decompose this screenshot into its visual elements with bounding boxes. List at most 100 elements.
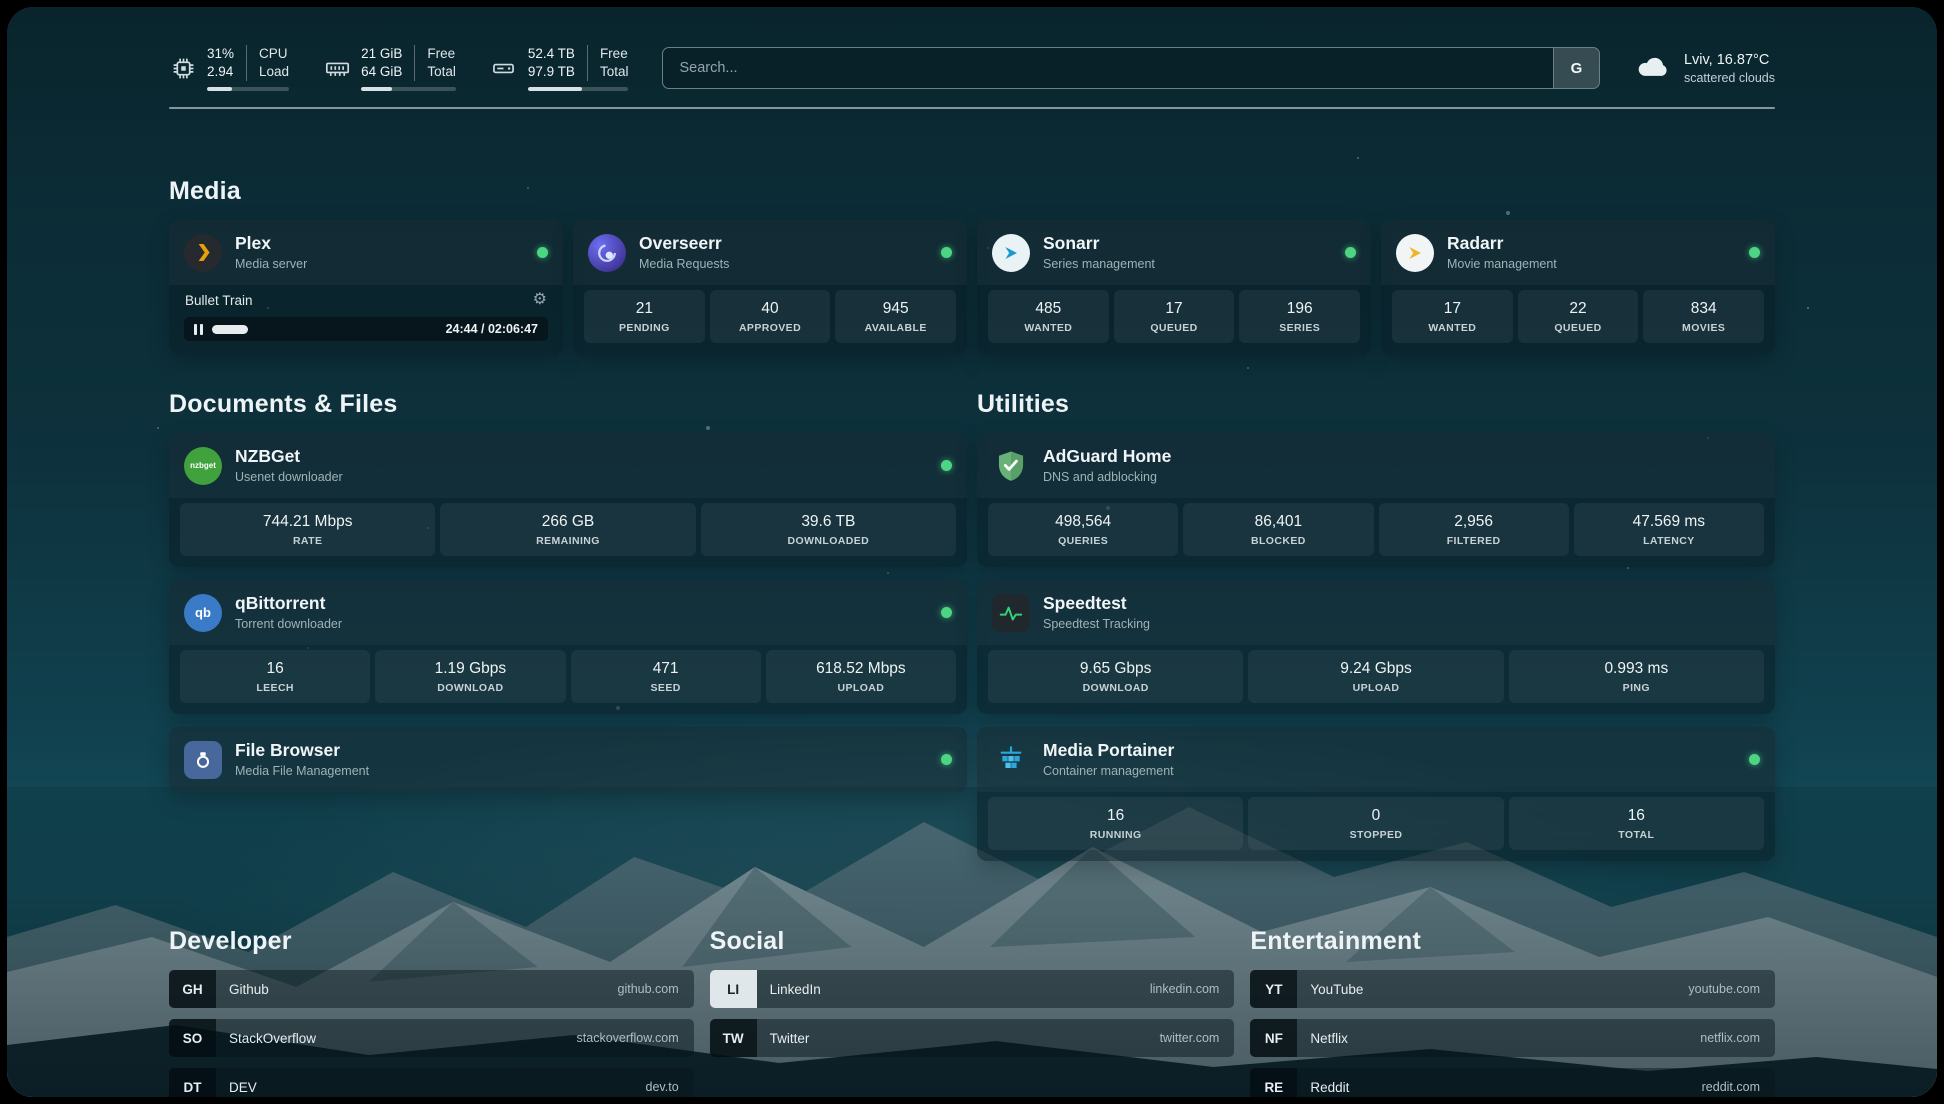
memory-free: 21 GiB [361,46,403,61]
stat-label: PENDING [619,322,670,335]
bookmark-stackoverflow[interactable]: SO StackOverflow stackoverflow.com [169,1019,694,1058]
disk-free: 52.4 TB [527,46,575,61]
weather-widget: Lviv, 16.87°C scattered clouds [1634,51,1775,86]
speedtest-icon [992,593,1030,632]
search-provider-button[interactable]: G [1552,48,1599,89]
cloud-icon [1634,52,1672,85]
stat-value: 86,401 [1254,513,1303,531]
stat-latency: 47.569 ms LATENCY [1573,503,1764,557]
playback-bar[interactable]: 24:44 / 02:06:47 [184,317,548,342]
bookmark-abbr: LI [709,970,757,1009]
nzbget-header: nzbget NZBGet Usenet downloader [169,433,967,498]
gear-icon[interactable]: ⚙ [532,291,547,309]
service-name: Media Portainer [1043,740,1175,761]
stat-upload: 618.52 Mbps UPLOAD [765,650,956,704]
service-subtitle: Container management [1043,764,1174,779]
stat-value: 0 [1371,807,1381,825]
stat-label: FILTERED [1446,535,1501,548]
service-name: qBittorrent [235,593,326,614]
search-input[interactable] [663,60,1553,77]
bookmark-abbr: TW [709,1019,757,1058]
service-card-speedtest[interactable]: Speedtest Speedtest Tracking 9.65 Gbps D… [977,580,1775,715]
sonarr-icon [992,233,1030,272]
bookmark-name: Twitter [769,1030,810,1046]
memory-label-bottom: Total [427,64,456,80]
service-card-adguard[interactable]: AdGuard Home DNS and adblocking 498,564 … [977,433,1775,568]
stat-queued: 17 QUEUED [1113,290,1235,344]
status-dot [1749,754,1760,766]
service-card-overseerr[interactable]: Overseerr Media Requests 21 PENDING 40 A… [573,220,967,355]
stat-downloaded: 39.6 TB DOWNLOADED [700,503,956,557]
now-playing-title: Bullet Train [185,292,253,308]
cpu-widget: 31% 2.94 CPU Load [169,45,290,92]
overseerr-header: Overseerr Media Requests [573,220,967,285]
service-card-sonarr[interactable]: Sonarr Series management 485 WANTED 17 Q… [977,220,1371,355]
service-card-plex[interactable]: Plex Media server Bullet Train ⚙ [169,220,563,355]
bookmark-youtube[interactable]: YT YouTube youtube.com [1250,970,1775,1009]
disk-widget: 52.4 TB 97.9 TB Free Total [490,45,629,92]
service-card-filebrowser[interactable]: File Browser Media File Management [169,727,967,793]
stat-running: 16 RUNNING [988,797,1244,851]
metric-separator [246,45,248,82]
stat-label: AVAILABLE [864,322,927,335]
stat-seed: 471 SEED [570,650,761,704]
service-card-portainer[interactable]: Media Portainer Container management 16 … [977,727,1775,862]
service-subtitle: Usenet downloader [235,470,343,485]
dashboard-screen: 31% 2.94 CPU Load [7,7,1937,1097]
stat-value: 9.65 Gbps [1079,660,1152,678]
stat-label: DOWNLOAD [1082,682,1149,695]
service-subtitle: DNS and adblocking [1043,470,1157,485]
status-dot [1345,247,1356,259]
stat-value: 834 [1690,300,1717,318]
search-bar[interactable]: G [662,47,1600,90]
stat-label: PING [1622,682,1650,695]
portainer-icon [992,741,1030,779]
qbittorrent-header: qb qBittorrent Torrent downloader [169,580,967,645]
radarr-icon [1396,233,1434,272]
bookmark-abbr: GH [169,970,216,1009]
stat-available: 945 AVAILABLE [835,290,957,344]
stat-value: 945 [882,300,909,318]
stat-label: QUEUED [1554,322,1602,335]
service-name: Overseerr [639,233,722,254]
status-dot [941,607,952,619]
stat-label: RUNNING [1089,829,1142,842]
bookmark-linkedin[interactable]: LI LinkedIn linkedin.com [709,970,1235,1009]
bookmark-twitter[interactable]: TW Twitter twitter.com [709,1019,1235,1058]
section-title-utilities: Utilities [977,390,1070,419]
bookmark-abbr: RE [1250,1068,1298,1097]
service-name: Speedtest [1043,593,1127,614]
stat-pending: 21 PENDING [584,290,705,344]
service-card-nzbget[interactable]: nzbget NZBGet Usenet downloader 744.21 M… [169,433,967,568]
filebrowser-icon [184,740,222,779]
cpu-progress-bar [207,87,290,92]
stat-label: APPROVED [738,322,802,335]
stat-movies: 834 MOVIES [1643,290,1765,344]
weather-condition: scattered clouds [1683,70,1775,85]
memory-label-top: Free [427,46,456,61]
bookmark-reddit[interactable]: RE Reddit reddit.com [1250,1068,1775,1097]
stat-label: RATE [292,535,323,548]
bookmark-netflix[interactable]: NF Netflix netflix.com [1250,1019,1775,1058]
service-card-radarr[interactable]: Radarr Movie management 17 WANTED 22 QUE… [1381,220,1775,355]
playback-progress [212,324,248,334]
bookmark-github[interactable]: GH Github github.com [169,970,694,1009]
cpu-label-bottom: Load [259,64,290,80]
stat-value: 1.19 Gbps [434,660,507,678]
service-name: Plex [235,233,271,254]
adguard-header: AdGuard Home DNS and adblocking [977,433,1775,498]
pause-icon[interactable] [194,323,203,335]
stat-value: 16 [1107,807,1125,825]
stat-ping: 0.993 ms PING [1508,650,1764,704]
topbar: 31% 2.94 CPU Load [169,45,1775,92]
stat-label: SERIES [1279,322,1321,335]
stat-total: 16 TOTAL [1508,797,1764,851]
stat-wanted: 485 WANTED [988,290,1109,344]
playback-track[interactable] [212,324,437,334]
bookmark-dev[interactable]: DT DEV dev.to [169,1068,694,1097]
stat-label: QUEUED [1150,322,1198,335]
service-subtitle: Series management [1043,257,1155,272]
service-card-qbittorrent[interactable]: qb qBittorrent Torrent downloader 16 [169,580,967,715]
bookmark-name: Reddit [1310,1079,1350,1095]
stat-label: WANTED [1024,322,1073,335]
